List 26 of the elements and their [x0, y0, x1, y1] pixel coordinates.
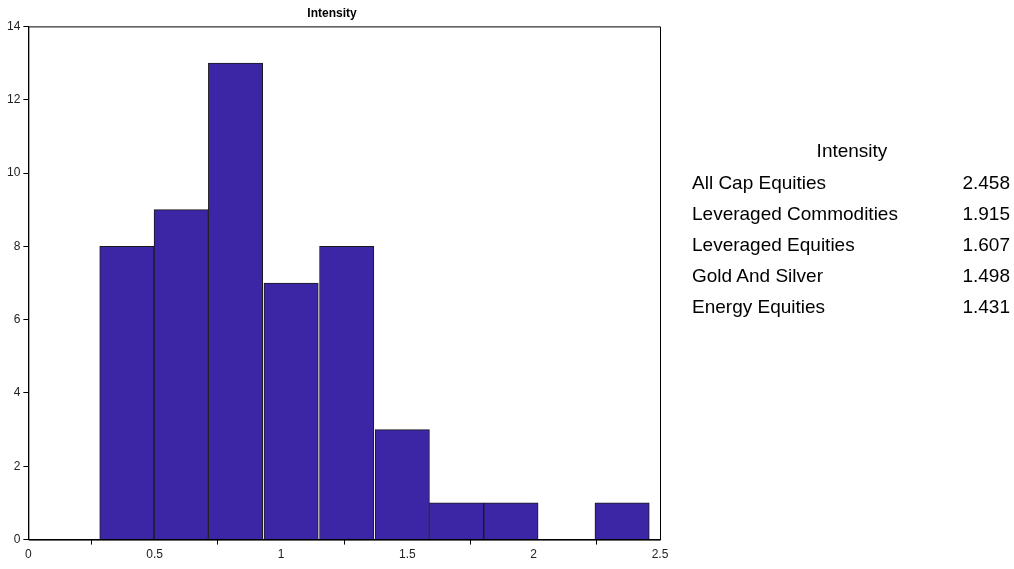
x-tick-label: 1 [277, 547, 285, 562]
x-tick-label: 1.5 [399, 547, 416, 562]
y-tick-label: 2 [13, 458, 21, 473]
text: 1.498 [961, 264, 1010, 288]
text: 1.607 [961, 233, 1010, 257]
text: 1.431 [961, 295, 1010, 319]
text: 2.458 [961, 171, 1010, 195]
text: Intensity [815, 140, 889, 162]
text: Gold And Silver [691, 264, 824, 288]
y-tick-label: 10 [6, 165, 21, 180]
text: Leveraged Equities [691, 233, 856, 257]
y-tick-label: 8 [13, 238, 21, 253]
text: All Cap Equities [691, 171, 828, 195]
y-tick-label: 14 [6, 18, 21, 33]
chart-title: Intensity [307, 5, 357, 20]
text: Energy Equities [691, 295, 827, 319]
x-tick-label: 0 [25, 547, 32, 562]
y-tick-label: 0 [13, 531, 21, 546]
y-tick-label: 4 [13, 385, 21, 400]
x-tick-label: 0.5 [146, 547, 164, 562]
text: Leveraged Commodities [691, 202, 899, 226]
x-tick-label: 2.5 [651, 547, 669, 562]
y-tick-label: 6 [13, 311, 21, 326]
x-tick-label: 2 [530, 547, 538, 562]
y-tick-label: 12 [6, 92, 21, 107]
text: 1.915 [961, 202, 1010, 226]
